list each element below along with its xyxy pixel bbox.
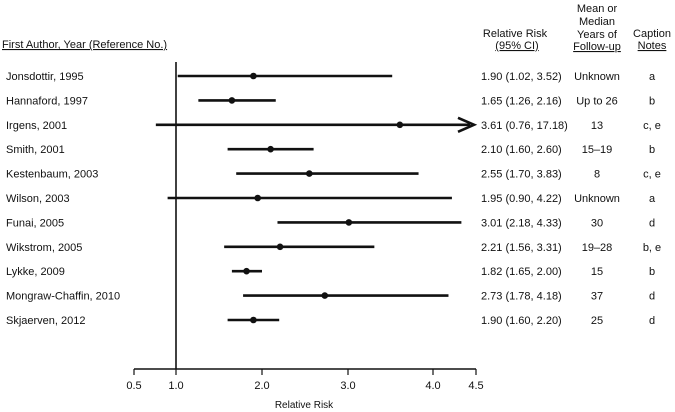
caption-note: b: [649, 266, 655, 278]
followup-value: Up to 26: [576, 95, 618, 107]
point-estimate: [267, 145, 274, 153]
followup-value: 15: [591, 266, 603, 278]
forest-row: Mongraw-Chaffin, 2010 2.73 (1.78, 4.18) 37…: [6, 291, 655, 303]
rr-ci-value: 1.65 (1.26, 2.16): [481, 95, 562, 107]
point-estimate: [228, 97, 236, 104]
caption-note: d: [649, 291, 655, 303]
header-cap-line1: Caption: [633, 28, 671, 40]
forest-row: Hannaford, 1997 1.65 (1.26, 2.16) Up to 26…: [6, 95, 655, 107]
forest-row: Funai, 2005 3.01 (2.18, 4.33) 30 d: [6, 217, 655, 229]
followup-value: 15–19: [582, 144, 613, 156]
study-label: Mongraw-Chaffin, 2010: [6, 291, 120, 303]
rr-ci-value: 3.01 (2.18, 4.33): [481, 217, 562, 229]
point-estimate: [306, 170, 313, 177]
point-estimate: [254, 194, 261, 202]
study-label: Jonsdottir, 1995: [6, 71, 84, 83]
followup-value: Unknown: [574, 71, 620, 83]
caption-note: b: [649, 95, 655, 107]
header-study: First Author, Year (Reference No.): [2, 39, 167, 51]
rr-ci-value: 2.73 (1.78, 4.18): [481, 291, 562, 303]
point-estimate: [321, 292, 329, 299]
forest-row: Lykke, 2009 1.82 (1.65, 2.00) 15 b: [6, 266, 655, 278]
header-fu-line4: Follow-up: [573, 41, 621, 53]
point-estimate: [276, 243, 284, 251]
forest-row: Kestenbaum, 2003 2.55 (1.70, 3.83) 8 c, e: [6, 169, 661, 181]
followup-value: 30: [591, 217, 603, 229]
x-tick-label: 1.0: [168, 380, 183, 392]
x-tick-label: 2.0: [254, 380, 269, 392]
followup-value: Unknown: [574, 193, 620, 205]
study-label: Irgens, 2001: [6, 120, 67, 132]
x-tick-label: 4.5: [468, 380, 483, 392]
study-label: Wikstrom, 2005: [6, 242, 82, 254]
caption-note: a: [649, 71, 656, 83]
study-label: Funai, 2005: [6, 217, 64, 229]
x-axis-title: Relative Risk: [275, 400, 334, 411]
followup-value: 37: [591, 291, 603, 303]
header-cap-line2: Notes: [638, 40, 667, 52]
rr-ci-value: 2.55 (1.70, 3.83): [481, 169, 562, 181]
rr-ci-value: 1.82 (1.65, 2.00): [481, 266, 562, 278]
header-rr-line1: Relative Risk: [483, 28, 548, 40]
point-estimate: [243, 267, 250, 275]
caption-note: d: [649, 315, 655, 327]
study-label: Skjaerven, 2012: [6, 315, 86, 327]
followup-value: 19–28: [582, 242, 613, 254]
rr-ci-value: 1.90 (1.02, 3.52): [481, 71, 562, 83]
point-estimate: [345, 219, 353, 226]
followup-value: 8: [594, 169, 600, 181]
forest-row: Wikstrom, 2005 2.21 (1.56, 3.31) 19–28 b, e: [6, 242, 661, 254]
rr-ci-value: 1.95 (0.90, 4.22): [481, 193, 562, 205]
point-estimate: [250, 316, 257, 324]
study-label: Smith, 2001: [6, 144, 65, 156]
ci-arrow: [457, 116, 478, 133]
caption-note: c, e: [643, 120, 661, 132]
caption-note: b: [649, 144, 655, 156]
study-label: Hannaford, 1997: [6, 95, 88, 107]
caption-note: a: [649, 193, 656, 205]
followup-value: 13: [591, 120, 603, 132]
followup-value: 25: [591, 315, 603, 327]
forest-row: Wilson, 2003 1.95 (0.90, 4.22) Unknown a: [6, 193, 656, 205]
caption-note: b, e: [643, 242, 661, 254]
forest-row: Jonsdottir, 1995 1.90 (1.02, 3.52) Unknown…: [6, 71, 656, 83]
study-label: Kestenbaum, 2003: [6, 169, 98, 181]
header-fu-line3: Years of: [577, 29, 618, 41]
forest-row: Irgens, 2001 3.61 (0.76, 17.18) 13 c, e: [6, 116, 661, 133]
rr-ci-value: 3.61 (0.76, 17.18): [481, 120, 568, 132]
header-fu-line1: Mean or: [577, 3, 618, 15]
x-tick-label: 0.5: [126, 380, 141, 392]
header-rr-line2: (95% CI): [495, 40, 538, 52]
point-estimate: [396, 121, 404, 129]
header-fu-line2: Median: [579, 16, 615, 28]
study-label: Wilson, 2003: [6, 193, 70, 205]
x-tick-label: 4.0: [425, 380, 440, 392]
point-estimate: [250, 72, 257, 80]
caption-note: d: [649, 217, 655, 229]
rr-ci-value: 1.90 (1.60, 2.20): [481, 315, 562, 327]
study-label: Lykke, 2009: [6, 266, 65, 278]
rr-ci-value: 2.21 (1.56, 3.31): [481, 242, 562, 254]
forest-row: Smith, 2001 2.10 (1.60, 2.60) 15–19 b: [6, 144, 655, 156]
caption-note: c, e: [643, 169, 661, 181]
forest-row: Skjaerven, 2012 1.90 (1.60, 2.20) 25 d: [6, 315, 655, 327]
x-tick-label: 3.0: [340, 380, 355, 392]
rr-ci-value: 2.10 (1.60, 2.60): [481, 144, 562, 156]
